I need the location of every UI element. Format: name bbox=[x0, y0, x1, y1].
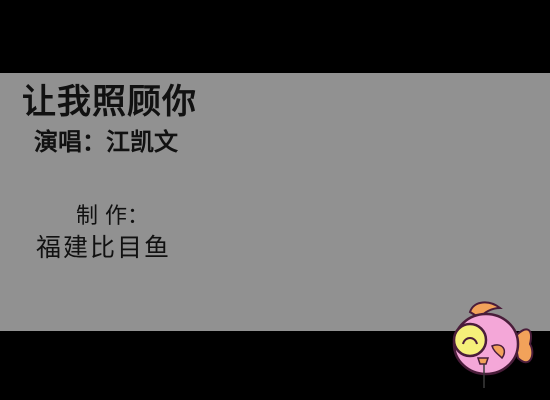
title-panel bbox=[0, 73, 550, 331]
fish-mouth bbox=[476, 357, 490, 365]
credit-maker: 福建比目鱼 bbox=[36, 233, 172, 262]
credit-label: 制 作： bbox=[76, 204, 149, 229]
fish-eye bbox=[452, 322, 488, 358]
fish-mascot-icon bbox=[430, 301, 534, 388]
singer-line: 演唱：江凯文 bbox=[34, 128, 178, 156]
mascot-shadow-shape bbox=[430, 331, 470, 388]
eye-lid bbox=[462, 337, 478, 345]
side-fin bbox=[491, 344, 506, 360]
song-title: 让我照顾你 bbox=[22, 82, 197, 122]
